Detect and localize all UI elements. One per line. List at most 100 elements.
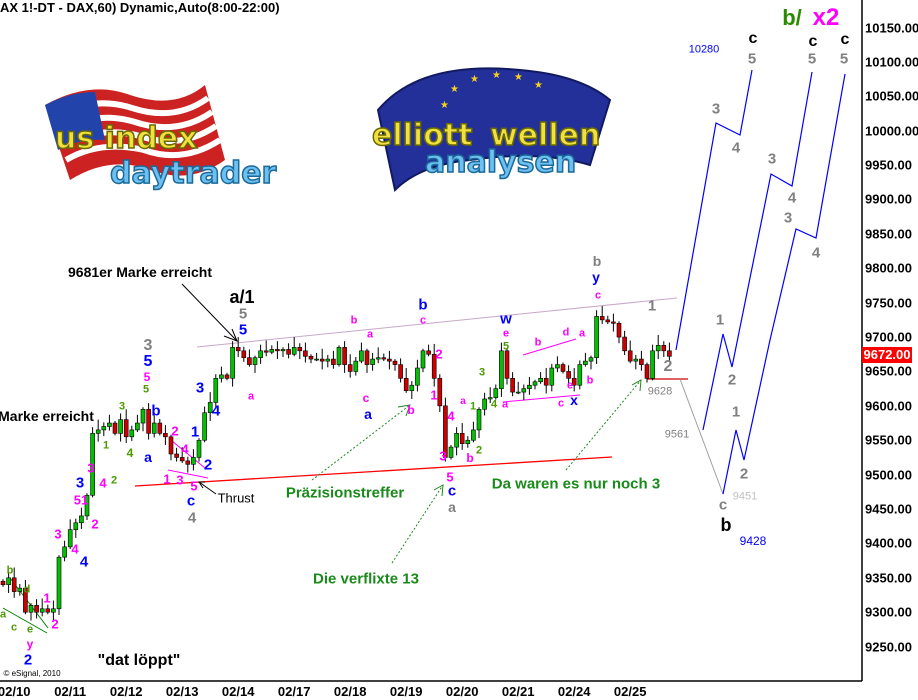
candle [437,374,443,413]
candle [342,341,347,373]
candle-body-up [420,350,426,369]
candle-body-up [359,350,364,362]
candle-body-up [471,429,476,441]
candle [616,321,622,344]
wave-label: a [144,449,152,465]
candle-body-down [146,408,151,434]
wave-label: c [186,492,196,510]
projection-path-b [702,71,813,431]
wave-label: 4 [99,475,107,491]
candle [577,360,583,390]
wave-label: a [448,499,456,515]
candle-body-up [90,433,95,496]
y-tick-label: 9250.00 [865,639,912,655]
candle-body-up [95,429,101,434]
candle [476,407,482,439]
candle [179,447,185,463]
candle-body-up [594,316,599,358]
candle-body-down [168,436,174,455]
wave-label: a [460,396,466,407]
wave-label: e [26,623,34,636]
candle [319,348,325,370]
wave-label: a [247,390,255,403]
candle-body-down [381,357,387,360]
candle-body-down [241,350,247,358]
wave-label: 3 [75,474,85,492]
us-index-daytrader-logo: us index daytrader [45,85,277,192]
wave-label: 1 [647,297,657,315]
candle-body-down [560,364,566,372]
candle [420,348,426,373]
candle-body-down [157,422,163,434]
candle [191,449,196,471]
candle-body-down [275,349,280,352]
wave-label: 5 [143,370,151,384]
y-tick-label: 9350.00 [865,570,912,586]
candle [560,362,566,374]
wave-label: 2 [475,444,483,457]
wave-label: 1 [731,403,741,421]
candle [650,344,655,381]
svg-text:★: ★ [514,72,523,83]
candle-body-up [515,391,521,394]
candle-body-down [510,378,515,393]
wave-label: 4 [787,189,797,207]
candle-body-down [639,358,644,365]
wave-label: 1 [715,311,725,329]
wave-label: Präzisionstreffer [285,484,405,502]
svg-text:us index: us index [55,121,197,156]
candle [219,366,224,383]
candle-body-down [566,371,571,379]
candle-body-up [118,419,123,434]
wave-label: 5 [142,383,150,396]
candle-body-up [409,384,415,392]
candle [622,330,627,355]
candle-body-down [571,378,577,386]
wave-label: 9681er Marke erreicht [68,264,212,280]
y-tick-label: 9300.00 [865,604,912,620]
wave-label: 2 [23,651,33,669]
candle [34,599,39,619]
candle-body-down [45,608,51,613]
wave-label: 3 [767,150,777,168]
candle [409,381,415,399]
candle [431,343,437,387]
candle [286,343,291,359]
wave-label: a/1 [229,287,255,307]
candle [359,342,364,364]
candle [235,337,241,358]
candle-body-up [129,429,135,438]
candle [129,425,135,441]
candle-body-down [23,587,28,613]
wave-label: 5 [747,50,757,68]
candle [454,427,459,456]
y-tick-label: 9800.00 [865,260,912,276]
candle [347,354,353,378]
candle [247,349,252,367]
wave-label: 4 [181,441,189,457]
candle [353,357,359,376]
wave-label: c [362,391,370,405]
candle-body-down [342,347,347,365]
wave-label: x [570,392,578,408]
candle-body-up [73,522,79,530]
candle-body-up [588,357,594,362]
candle-body-up [39,608,45,613]
wave-label: w [500,310,512,328]
candle [123,409,129,443]
candle [202,406,207,443]
y-tick-label: 9400.00 [865,535,912,551]
wave-label: 4 [126,446,134,460]
candle [101,422,107,437]
wave-label: Marke erreicht [0,408,94,424]
x-tick-label: 02/14 [221,684,255,699]
wave-label: 51 [73,492,89,508]
candle [6,571,11,593]
candle [90,427,95,498]
candle [28,603,34,621]
candle [331,350,336,369]
candle [291,337,297,357]
wave-label: 9561 [664,428,690,441]
candle-body-up [370,358,375,365]
candle [571,368,577,392]
